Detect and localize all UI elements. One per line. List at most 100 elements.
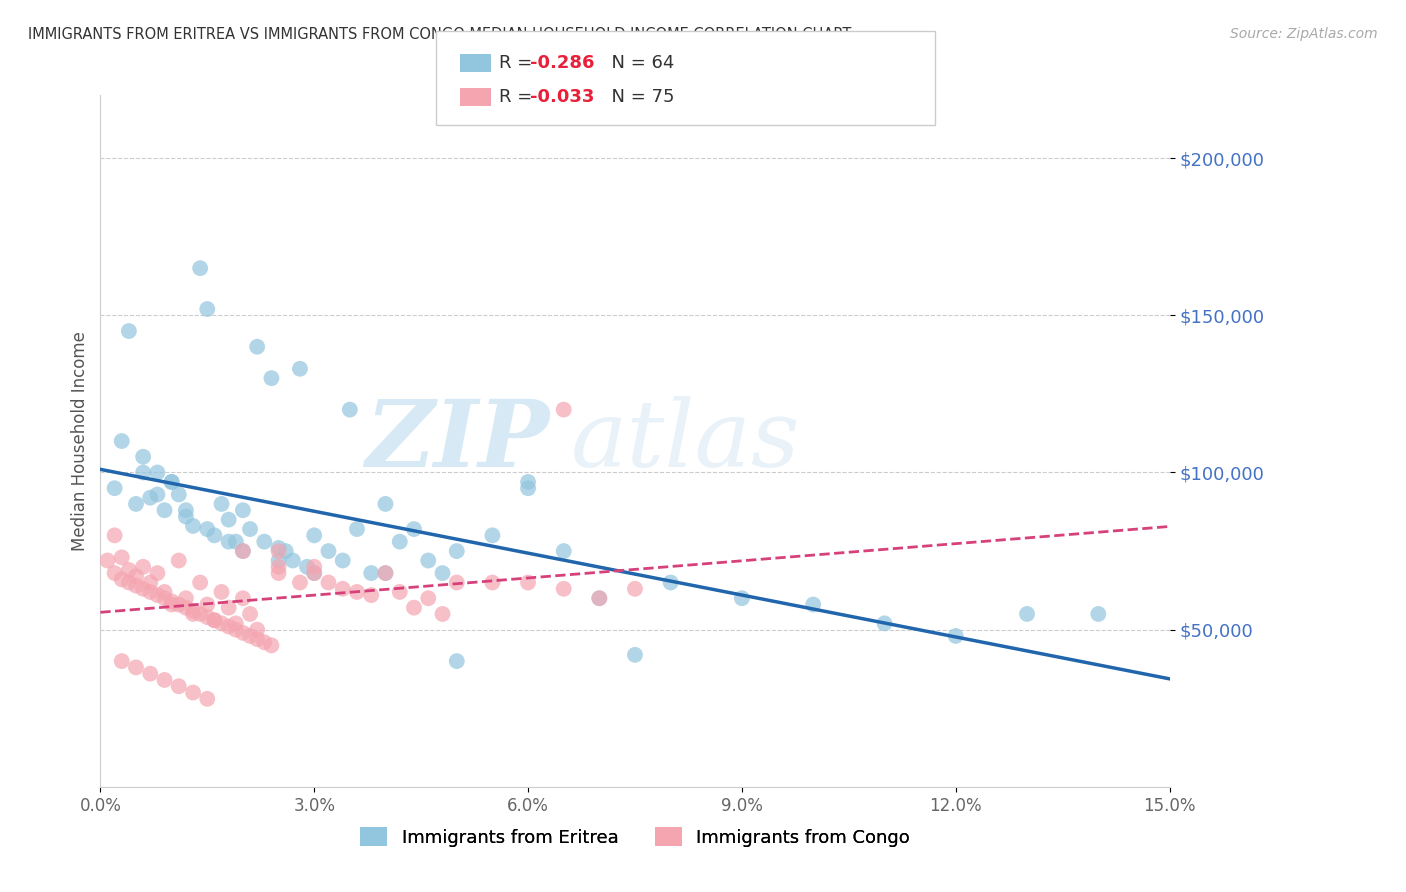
Text: -0.286: -0.286 [530, 54, 595, 71]
Point [211, 616, 233, 631]
Point [295, 559, 318, 574]
Point [659, 575, 682, 590]
Point [104, 481, 127, 495]
Point [374, 566, 396, 580]
Point [339, 402, 361, 417]
Point [96, 553, 118, 567]
Point [267, 566, 290, 580]
Point [118, 563, 141, 577]
Point [239, 607, 262, 621]
Point [481, 575, 503, 590]
Point [332, 582, 354, 596]
Point [160, 598, 183, 612]
Point [132, 559, 155, 574]
Point [181, 607, 204, 621]
Point [111, 573, 134, 587]
Point [388, 585, 411, 599]
Point [374, 497, 396, 511]
Point [232, 544, 254, 558]
Point [246, 623, 269, 637]
Point [517, 475, 540, 489]
Point [232, 625, 254, 640]
Point [360, 566, 382, 580]
Point [1015, 607, 1038, 621]
Point [302, 566, 325, 580]
Point [253, 635, 276, 649]
Point [332, 553, 354, 567]
Point [181, 604, 204, 618]
Text: R =: R = [499, 54, 538, 71]
Point [181, 685, 204, 699]
Point [125, 579, 148, 593]
Text: IMMIGRANTS FROM ERITREA VS IMMIGRANTS FROM CONGO MEDIAN HOUSEHOLD INCOME CORRELA: IMMIGRANTS FROM ERITREA VS IMMIGRANTS FR… [28, 27, 852, 42]
Point [132, 582, 155, 596]
Point [111, 434, 134, 448]
Point [195, 610, 218, 624]
Point [267, 559, 290, 574]
Point [446, 544, 468, 558]
Point [160, 475, 183, 489]
Point [146, 566, 169, 580]
Point [174, 503, 197, 517]
Point [146, 588, 169, 602]
Point [188, 261, 211, 276]
Text: R =: R = [499, 87, 538, 105]
Point [139, 585, 162, 599]
Point [873, 616, 896, 631]
Point [239, 522, 262, 536]
Point [146, 487, 169, 501]
Point [111, 550, 134, 565]
Point [167, 679, 190, 693]
Point [225, 623, 247, 637]
Point [111, 654, 134, 668]
Point [139, 575, 162, 590]
Point [104, 528, 127, 542]
Point [517, 575, 540, 590]
Point [267, 544, 290, 558]
Point [253, 534, 276, 549]
Point [402, 522, 425, 536]
Point [731, 591, 754, 606]
Point [195, 691, 218, 706]
Point [118, 324, 141, 338]
Point [232, 544, 254, 558]
Point [160, 594, 183, 608]
Text: N = 75: N = 75 [600, 87, 675, 105]
Point [432, 607, 454, 621]
Point [232, 591, 254, 606]
Point [202, 613, 225, 627]
Point [174, 600, 197, 615]
Point [553, 544, 575, 558]
Text: atlas: atlas [571, 396, 800, 486]
Point [267, 541, 290, 555]
Point [211, 585, 233, 599]
Point [153, 585, 176, 599]
Point [202, 613, 225, 627]
Point [174, 591, 197, 606]
Point [388, 534, 411, 549]
Point [288, 361, 311, 376]
Point [588, 591, 610, 606]
Point [188, 607, 211, 621]
Point [125, 660, 148, 674]
Point [801, 598, 824, 612]
Point [418, 591, 440, 606]
Point [239, 629, 262, 643]
Point [195, 301, 218, 316]
Point [132, 450, 155, 464]
Text: ZIP: ZIP [366, 396, 550, 486]
Point [153, 591, 176, 606]
Point [260, 639, 283, 653]
Point [167, 598, 190, 612]
Point [624, 648, 647, 662]
Text: -0.033: -0.033 [530, 87, 595, 105]
Point [945, 629, 967, 643]
Point [517, 481, 540, 495]
Point [153, 503, 176, 517]
Point [624, 582, 647, 596]
Legend: Immigrants from Eritrea, Immigrants from Congo: Immigrants from Eritrea, Immigrants from… [353, 820, 917, 854]
Point [432, 566, 454, 580]
Point [302, 559, 325, 574]
Point [232, 503, 254, 517]
Point [167, 553, 190, 567]
